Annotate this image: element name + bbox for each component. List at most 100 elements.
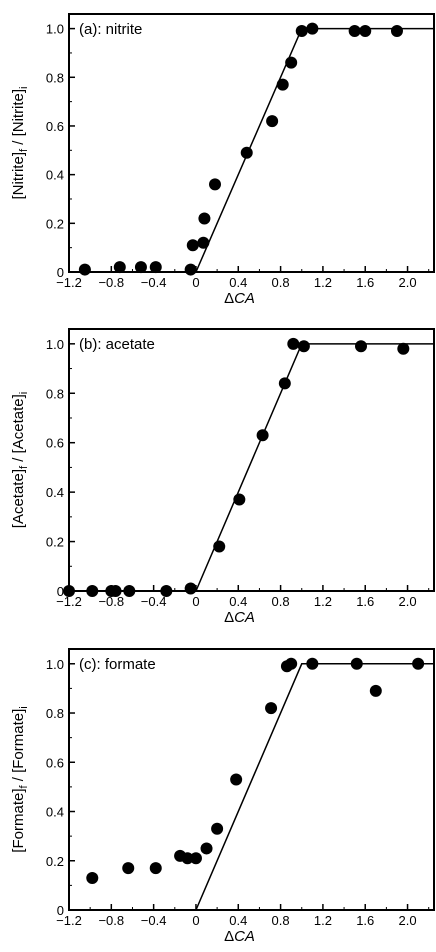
- y-axis-title-part: / [Acetate]: [10, 394, 27, 466]
- x-tick-label: 2.0: [399, 913, 417, 928]
- y-tick-label: 0.2: [46, 535, 64, 550]
- plot-frame: [68, 328, 435, 592]
- x-tick-label: −0.8: [98, 594, 124, 609]
- plot-frame: [68, 13, 435, 273]
- panel-2: −1.2 −0.8 −0.4 0 0.4 0.8 1.2 1.6 2.0 0 0.2 0.4 0.6 0.…: [10, 328, 435, 626]
- x-tick-label: −0.8: [98, 913, 124, 928]
- data-point: [265, 702, 278, 715]
- data-point: [122, 862, 135, 875]
- y-axis-title: [Formate]f / [Formate]i: [10, 706, 30, 852]
- plot-frame: [68, 648, 435, 911]
- y-axis-title-part: [Formate]: [10, 789, 27, 853]
- data-point: [149, 862, 162, 875]
- y-tick-label: 0.6: [46, 436, 64, 451]
- fit-line: [195, 343, 434, 592]
- y-axis-title-sub-f: f: [18, 785, 30, 789]
- x-tick-label: 1.6: [356, 594, 374, 609]
- data-point: [186, 239, 199, 252]
- x-axis-title-var: CA: [234, 290, 255, 307]
- panel-label: (c): formate: [79, 656, 156, 673]
- y-tick-label: 0.8: [46, 70, 64, 85]
- data-point: [197, 236, 210, 249]
- data-point: [149, 261, 162, 274]
- y-axis-title-sub-f: f: [18, 148, 30, 152]
- y-axis-title-part: / [Formate]: [10, 709, 27, 786]
- data-point: [297, 340, 310, 353]
- x-tick-label: 1.2: [314, 913, 332, 928]
- data-point: [200, 842, 213, 855]
- y-axis-title: [Acetate]f / [Acetate]i: [10, 392, 30, 528]
- data-point: [256, 429, 269, 442]
- data-point: [233, 493, 246, 506]
- x-tick-label: 0: [192, 275, 199, 290]
- data-point: [63, 585, 75, 597]
- x-tick-label: −0.4: [141, 275, 167, 290]
- y-tick-label: 0.6: [46, 755, 64, 770]
- data-point: [412, 657, 425, 670]
- data-point: [355, 340, 367, 353]
- y-tick-label: 0.8: [46, 386, 64, 401]
- data-point: [266, 115, 279, 128]
- x-tick-label: −1.2: [56, 594, 82, 609]
- data-point: [230, 773, 243, 786]
- y-tick-label: 0.6: [46, 119, 64, 134]
- x-axis-title-var: CA: [234, 928, 255, 945]
- x-axis-title-var: CA: [234, 609, 255, 626]
- x-tick-label: 0: [192, 913, 199, 928]
- data-point: [359, 25, 372, 38]
- data-point: [211, 822, 224, 835]
- data-point: [306, 22, 319, 35]
- x-tick-label: 0.4: [229, 594, 247, 609]
- y-tick-label: 0.2: [46, 216, 64, 231]
- data-point: [184, 582, 197, 595]
- x-axis-title: ΔCA: [224, 928, 255, 945]
- fit-line: [195, 27, 434, 273]
- y-tick-label: 0.4: [46, 805, 64, 820]
- y-axis-title-part: [Nitrite]: [10, 152, 27, 200]
- x-tick-label: 1.6: [356, 275, 374, 290]
- y-axis-title-part: [Acetate]: [10, 469, 27, 528]
- data-point: [86, 585, 99, 597]
- data-point: [134, 261, 147, 274]
- x-axis-title: ΔCA: [224, 609, 255, 626]
- y-axis-title-sub-i: i: [18, 392, 30, 394]
- x-tick-label: −1.2: [56, 913, 82, 928]
- x-tick-label: 0.8: [272, 275, 290, 290]
- data-point: [113, 261, 126, 274]
- x-tick-label: −0.8: [98, 275, 124, 290]
- x-tick-label: 0.4: [229, 913, 247, 928]
- data-point: [287, 337, 300, 350]
- data-point: [348, 25, 361, 38]
- data-point: [78, 263, 91, 276]
- x-tick-label: 1.6: [356, 913, 374, 928]
- data-point: [350, 657, 363, 670]
- y-tick-label: 0: [57, 584, 64, 599]
- x-tick-label: 1.2: [314, 275, 332, 290]
- y-axis-title-part: / [Nitrite]: [10, 89, 27, 149]
- fit-line: [195, 663, 434, 911]
- y-axis-title-sub-f: f: [18, 465, 30, 469]
- data-point: [209, 178, 221, 191]
- x-axis-title-delta: Δ: [224, 928, 234, 945]
- data-point: [184, 263, 197, 276]
- y-tick-label: 0.2: [46, 854, 64, 869]
- x-axis-title-delta: Δ: [224, 609, 234, 626]
- y-axis-title: [Nitrite]f / [Nitrite]i: [10, 86, 30, 199]
- y-tick-label: 0: [57, 265, 64, 280]
- data-point: [86, 871, 99, 884]
- data-point: [306, 657, 319, 670]
- y-tick-label: 1.0: [46, 22, 64, 37]
- y-tick-label: 1.0: [46, 337, 64, 352]
- x-tick-label: 1.2: [314, 594, 332, 609]
- panel-1: −1.2 −0.8 −0.4 0 0.4 0.8 1.2 1.6 2.0 0 0.2 0.4 0.6 0.…: [10, 13, 435, 307]
- data-point: [240, 146, 253, 159]
- data-point: [285, 657, 298, 670]
- panel-label: (b): acetate: [79, 336, 155, 353]
- x-tick-label: 0.8: [272, 594, 290, 609]
- data-point: [213, 540, 226, 553]
- panel-3: −1.2 −0.8 −0.4 0 0.4 0.8 1.2 1.6 2.0 0 0.2 0.4 0.6 0.…: [10, 648, 435, 945]
- data-point: [181, 852, 194, 865]
- x-tick-label: 0.8: [272, 913, 290, 928]
- data-point: [198, 212, 211, 225]
